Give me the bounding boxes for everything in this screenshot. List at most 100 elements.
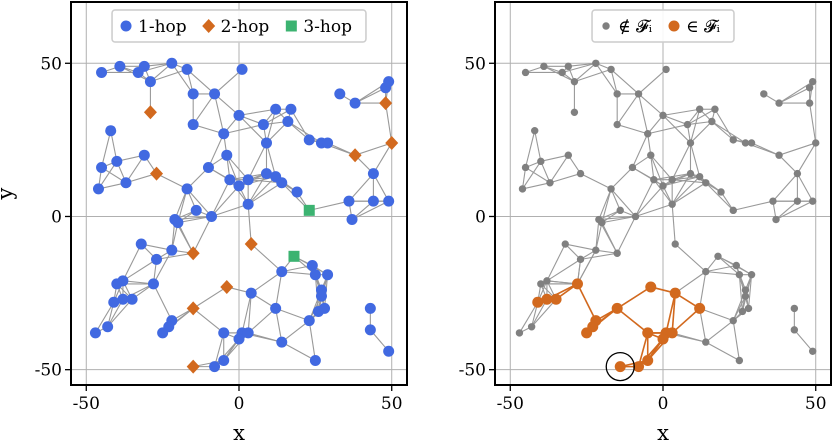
graph-edge: [574, 68, 612, 83]
data-point: [187, 119, 199, 131]
data-point: [714, 252, 722, 261]
graph-edge: [738, 274, 743, 312]
y-tick-label: 0: [51, 207, 62, 227]
data-point: [96, 66, 108, 78]
graph-edge: [214, 332, 225, 367]
graph-edge: [534, 130, 542, 162]
data-point: [209, 361, 221, 373]
graph-edge-highlight: [616, 307, 649, 334]
graph-edge: [672, 332, 706, 343]
data-point: [322, 269, 334, 281]
graph-edge: [672, 176, 700, 181]
graph-edge: [522, 161, 542, 190]
graph-edge: [610, 188, 621, 211]
graph-edge: [671, 142, 691, 180]
graph-edge: [192, 216, 213, 254]
right-panel: -50 0 50 -50 0 50 x ∉ 𝓕ᵢ ∈ 𝓕ᵢ: [459, 1, 832, 445]
legend-item-2: 3-hop: [285, 17, 352, 37]
data-point: [105, 125, 117, 137]
data-point: [793, 197, 802, 205]
data-point: [772, 215, 780, 224]
data-point: [114, 60, 126, 72]
y-tick-label: -50: [459, 361, 486, 381]
series-1-markers: [532, 278, 706, 373]
data-point: [220, 279, 234, 294]
graph-edge: [747, 274, 753, 309]
left-panel: -50 0 50 -50 0 50 x y 1-hop 2-hop 3-hop: [0, 1, 408, 445]
data-point: [694, 302, 706, 314]
data-point: [515, 329, 524, 337]
graph-edge: [714, 108, 734, 141]
graph-edge: [711, 121, 734, 141]
legend: ∉ 𝓕ᵢ ∈ 𝓕ᵢ: [591, 9, 735, 43]
data-point: [303, 315, 315, 327]
data-point: [747, 139, 756, 147]
data-point: [270, 302, 282, 314]
graph-edge: [638, 93, 664, 116]
data-point: [383, 195, 395, 207]
graph-edge: [565, 243, 596, 251]
data-point: [303, 134, 315, 146]
data-point: [138, 60, 150, 72]
data-point: [543, 277, 551, 285]
graph-edge: [662, 176, 700, 187]
graph-edge: [238, 176, 276, 187]
graph-edge: [309, 200, 350, 211]
data-point: [628, 163, 637, 172]
graph-edge: [617, 124, 648, 135]
graph-edge: [705, 271, 740, 276]
data-point: [242, 327, 254, 339]
graph-edge: [650, 154, 673, 181]
data-point: [669, 287, 681, 299]
data-point: [793, 169, 802, 178]
data-point: [236, 63, 248, 75]
data-point: [186, 246, 200, 261]
graph-edge: [207, 133, 225, 168]
edges: [94, 62, 393, 368]
graph-edge: [699, 271, 707, 309]
data-point: [202, 161, 214, 173]
data-point: [717, 188, 725, 196]
data-point: [564, 151, 573, 159]
graph-edge: [211, 203, 249, 218]
data-point: [260, 168, 272, 180]
data-point: [209, 88, 221, 100]
data-point: [282, 115, 294, 127]
data-point: [187, 88, 199, 100]
graph-edge: [211, 185, 240, 217]
data-point: [135, 238, 147, 250]
data-point: [92, 183, 104, 195]
graph-edge: [122, 258, 157, 282]
data-point: [592, 246, 600, 254]
data-point: [607, 185, 615, 193]
data-point: [111, 155, 123, 167]
graph-edge: [354, 142, 392, 156]
data-point: [695, 172, 704, 181]
graph-edge: [546, 258, 581, 282]
graph-edge: [796, 142, 817, 174]
graph-edge: [177, 222, 194, 254]
graph-edge-highlight: [616, 286, 652, 310]
x-tick-label: -50: [73, 394, 100, 414]
graph-edge: [107, 298, 133, 328]
x-tick-label: -50: [497, 394, 524, 414]
graph-edge: [662, 114, 688, 126]
data-point: [233, 333, 245, 345]
data-point: [181, 63, 193, 75]
data-point: [581, 327, 593, 339]
data-point: [383, 76, 395, 88]
graph-edge: [265, 142, 277, 177]
data-point: [221, 149, 233, 161]
data-point: [157, 327, 169, 339]
graph-edge: [616, 93, 640, 125]
graph-edge: [98, 161, 118, 190]
graph-edge: [540, 154, 569, 162]
data-point: [334, 88, 346, 100]
graph-edge: [778, 87, 810, 104]
y-tick-label: 0: [475, 207, 486, 227]
graph-edge: [238, 108, 276, 116]
data-point: [102, 321, 114, 333]
graph-edge: [580, 252, 618, 260]
data-point: [576, 169, 585, 178]
data-point: [775, 151, 783, 159]
